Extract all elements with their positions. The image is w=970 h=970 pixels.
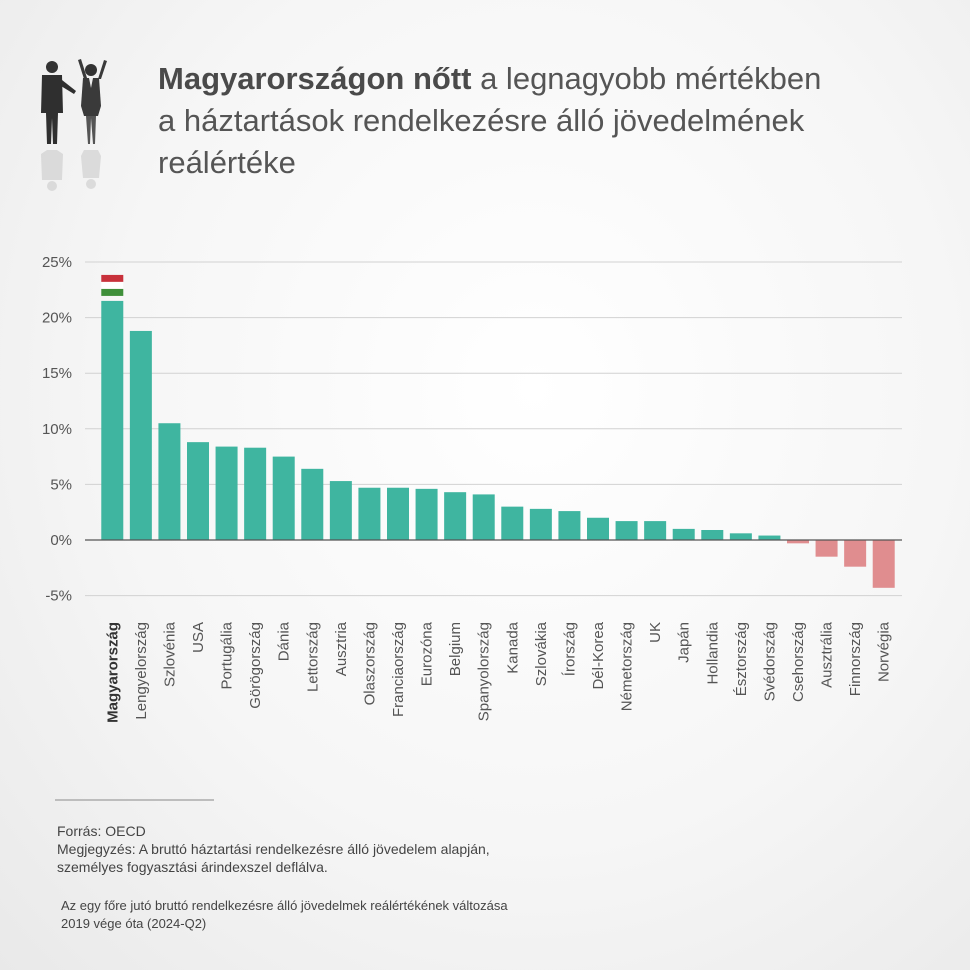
bar-USA — [187, 442, 209, 540]
x-label-Finnország: Finnország — [847, 622, 864, 696]
bar-Japán — [672, 528, 695, 540]
source-text: Forrás: OECD — [57, 823, 146, 839]
flag-red-stripe — [101, 274, 124, 282]
flag-green-stripe — [101, 288, 124, 296]
divider — [55, 799, 214, 801]
x-label-Svédország: Svédország — [761, 622, 778, 701]
x-label-Szlovénia: Szlovénia — [161, 621, 178, 687]
bar-Portugália — [215, 446, 238, 540]
x-label-Németország: Németország — [619, 622, 636, 711]
bars — [101, 300, 895, 588]
bar-Csehország — [787, 540, 809, 544]
y-tick-label: 15% — [42, 365, 72, 382]
x-label-Szlovákia: Szlovákia — [533, 621, 550, 686]
y-tick-label: 25% — [42, 254, 72, 271]
bar-Szlovénia — [158, 423, 181, 540]
bar-Hollandia — [701, 529, 724, 540]
bar-Olaszország — [358, 487, 381, 540]
bar-Dél-Korea — [587, 517, 609, 540]
bar-Svédország — [758, 535, 781, 540]
note-line-2: személyes fogyasztási árindexszel deflál… — [57, 859, 328, 875]
y-tick-label: 0% — [50, 532, 72, 549]
x-label-Lengyelország: Lengyelország — [133, 622, 150, 720]
bar-Lengyelország — [129, 330, 152, 540]
bar-Eurozóna — [415, 488, 438, 540]
x-label-Magyarország: Magyarország — [104, 622, 121, 723]
x-label-Hollandia: Hollandia — [704, 621, 721, 684]
x-label-Portugália: Portugália — [219, 621, 236, 689]
bar-chart: 25% 20% 15% 10% 5% 0% -5% Magyarország Lengyelo… — [42, 254, 902, 723]
caption-line-1: Az egy főre jutó bruttó rendelkezésre ál… — [61, 898, 508, 913]
caption-line-2: 2019 vége óta (2024-Q2) — [61, 916, 207, 931]
business-people-celebrating-icon — [41, 59, 107, 191]
x-label-Norvégia: Norvégia — [876, 621, 893, 682]
bar-Észtország — [729, 533, 752, 540]
x-label-Spanyolország: Spanyolország — [476, 622, 493, 721]
x-axis-labels: Magyarország Lengyelország Szlovénia USA Por… — [104, 621, 892, 723]
bar-Ausztria — [329, 481, 352, 540]
bar-UK — [644, 521, 667, 540]
bar-Magyarország — [101, 300, 124, 540]
x-label-Olaszország: Olaszország — [361, 622, 378, 705]
x-label-Ausztrália: Ausztrália — [819, 621, 836, 688]
bar-Görögország — [244, 447, 267, 540]
x-label-Kanada: Kanada — [504, 621, 521, 673]
notes: Forrás: OECD Megjegyzés: A bruttó háztar… — [57, 822, 490, 876]
x-label-Csehország: Csehország — [790, 622, 807, 702]
note-line-1: Megjegyzés: A bruttó háztartási rendelke… — [57, 841, 490, 857]
bar-Finnország — [844, 540, 867, 567]
x-label-Görögország: Görögország — [247, 622, 264, 709]
grid-lines — [85, 261, 902, 597]
bar-Dánia — [272, 456, 295, 540]
x-label-Belgium: Belgium — [447, 622, 464, 676]
bar-Lettország — [301, 468, 324, 540]
flag-white-stripe — [101, 281, 124, 289]
title-line1-rest: a legnagyobb mértékben — [471, 61, 822, 96]
title-bold: Magyarországon nőtt — [158, 61, 472, 96]
title-line2: a háztartások rendelkezésre álló jövedel… — [158, 103, 805, 138]
hungarian-flag-icon — [101, 274, 124, 296]
y-tick-label: -5% — [45, 588, 72, 605]
bar-Franciaország — [387, 487, 409, 540]
x-label-Dánia: Dánia — [276, 621, 293, 661]
bar-Ausztrália — [815, 540, 838, 557]
x-label-Lettország: Lettország — [304, 622, 321, 692]
y-tick-label: 5% — [50, 476, 72, 493]
bar-Szlovákia — [529, 508, 552, 540]
x-label-Dél-Korea: Dél-Korea — [590, 621, 607, 689]
y-tick-label: 20% — [42, 310, 72, 327]
x-label-Franciaország: Franciaország — [390, 622, 407, 717]
bar-Spanyolország — [472, 494, 495, 540]
x-label-Eurozóna: Eurozóna — [419, 621, 436, 686]
x-label-USA: USA — [190, 622, 207, 653]
title-line3: reálértéke — [158, 145, 296, 180]
bar-Németország — [615, 521, 638, 540]
y-tick-label: 10% — [42, 421, 72, 438]
x-label-Japán: Japán — [676, 622, 693, 663]
chart-title: Magyarországon nőtt a legnagyobb mértékb… — [158, 58, 938, 184]
y-axis-ticks: 25% 20% 15% 10% 5% 0% -5% — [42, 254, 72, 605]
bar-Norvégia — [872, 540, 895, 588]
x-label-UK: UK — [647, 622, 664, 643]
bar-Kanada — [501, 506, 524, 540]
chart-caption: Az egy főre jutó bruttó rendelkezésre ál… — [61, 897, 508, 933]
bar-Belgium — [444, 492, 467, 540]
x-label-Észtország: Észtország — [733, 622, 750, 696]
x-label-Írország: Írország — [561, 622, 578, 676]
bar-Írország — [558, 511, 581, 540]
x-label-Ausztria: Ausztria — [333, 621, 350, 676]
